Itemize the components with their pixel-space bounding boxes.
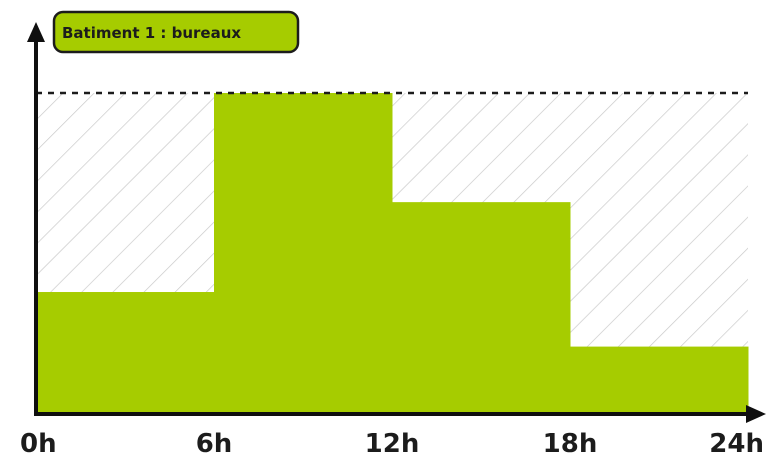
- bar-6h-12h: [214, 93, 393, 414]
- chart-title-badge: Batiment 1 : bureaux: [52, 10, 300, 54]
- x-tick-label-18h: 18h: [543, 429, 598, 459]
- x-tick-label-12h: 12h: [365, 429, 420, 459]
- chart-title: Batiment 1 : bureaux: [62, 24, 241, 42]
- x-tick-label-0h: 0h: [20, 429, 57, 459]
- x-tick-label-24h: 24h: [709, 429, 764, 459]
- bar-18h-24h: [570, 346, 749, 414]
- bars-group: [36, 93, 749, 414]
- bar-12h-18h: [392, 202, 571, 414]
- y-axis-arrow: [27, 22, 45, 42]
- x-tick-label-6h: 6h: [196, 429, 233, 459]
- title-badge-background: [52, 10, 300, 54]
- x-tick-labels: 0h 6h 12h 18h 24h: [20, 429, 764, 459]
- bar-0h-6h: [36, 292, 215, 414]
- x-axis-arrow: [746, 405, 766, 423]
